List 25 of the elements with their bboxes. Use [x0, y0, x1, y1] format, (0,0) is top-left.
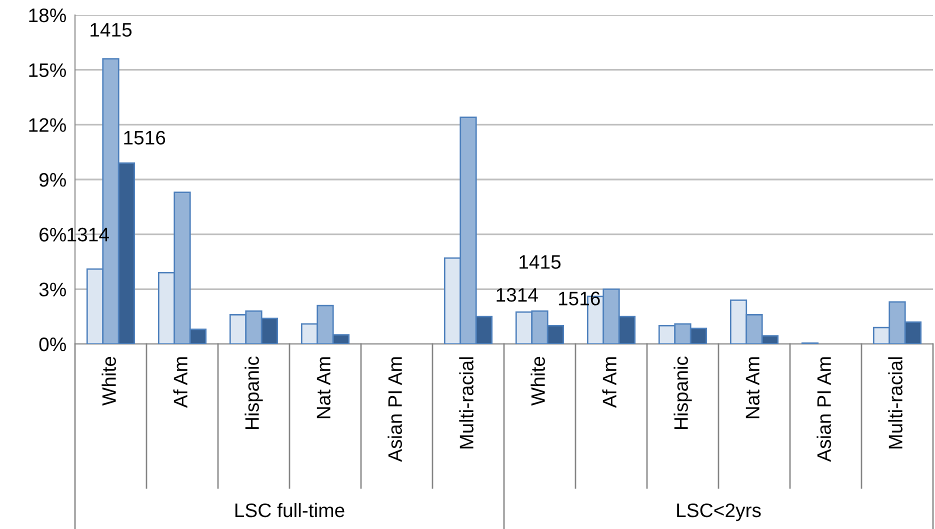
y-tick-label: 0% — [39, 337, 66, 352]
x-tick-label: Hispanic — [674, 356, 692, 429]
x-tick-label: Asian PI Am — [816, 357, 831, 462]
text: LSC full-time — [235, 502, 344, 518]
x-tick-label: Af Am — [602, 357, 616, 408]
y-tick-label: 3% — [39, 282, 66, 296]
x-tick-label: Nat Am — [746, 357, 760, 418]
x-tick-label: Hispanic — [244, 356, 263, 429]
x-tick-label: Af Am — [173, 357, 188, 408]
y-tick-label: 12% — [29, 118, 66, 132]
series-label: 1314 — [496, 288, 538, 302]
x-tick-label: White — [102, 356, 116, 406]
text: LSC<2yrs — [677, 503, 761, 522]
series-label: 1516 — [124, 130, 166, 145]
y-tick-label: 18% — [29, 8, 66, 22]
x-tick-label: White — [530, 356, 545, 406]
y-tick-label: 9% — [39, 172, 66, 187]
text: 1415 — [520, 255, 561, 269]
y-tick-label: 15% — [29, 63, 66, 78]
x-tick-label: Asian PI Am — [388, 357, 402, 462]
x-tick-label: Multi-racial — [459, 357, 474, 448]
x-tick-label: Multi-racial — [888, 357, 902, 448]
series-label: 1415 — [90, 23, 132, 37]
y-tick-label: 6% — [40, 228, 66, 242]
x-tick-label: Nat Am — [316, 357, 330, 418]
